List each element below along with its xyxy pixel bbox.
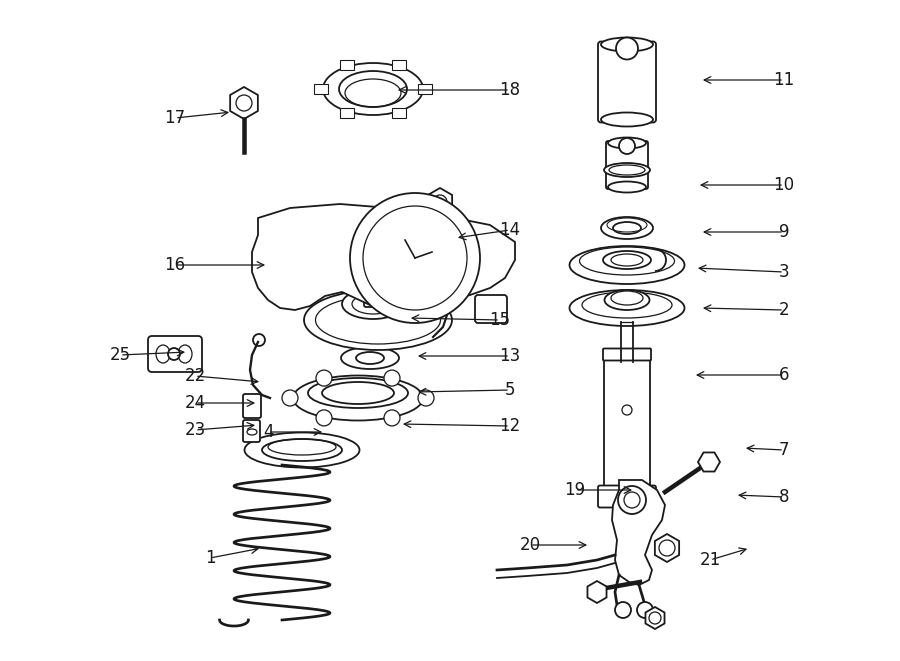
Ellipse shape <box>608 137 646 149</box>
Text: 1: 1 <box>204 549 215 567</box>
Text: 2: 2 <box>778 301 789 319</box>
Ellipse shape <box>366 272 390 282</box>
Text: 22: 22 <box>184 367 205 385</box>
Circle shape <box>350 193 480 323</box>
Ellipse shape <box>601 112 653 126</box>
Ellipse shape <box>605 290 650 310</box>
Circle shape <box>384 410 400 426</box>
FancyBboxPatch shape <box>606 141 648 189</box>
Ellipse shape <box>245 432 359 467</box>
Circle shape <box>316 370 332 386</box>
Ellipse shape <box>304 290 452 350</box>
Text: 6: 6 <box>778 366 789 384</box>
Text: 12: 12 <box>500 417 520 435</box>
Text: 9: 9 <box>778 223 789 241</box>
Ellipse shape <box>613 222 641 234</box>
Circle shape <box>616 38 638 59</box>
Ellipse shape <box>356 352 384 364</box>
Polygon shape <box>252 204 515 310</box>
Ellipse shape <box>342 289 404 319</box>
Ellipse shape <box>262 439 342 461</box>
Text: 17: 17 <box>165 109 185 127</box>
Circle shape <box>282 390 298 406</box>
Bar <box>604 358 650 502</box>
Text: 11: 11 <box>773 71 795 89</box>
Ellipse shape <box>608 182 646 192</box>
Circle shape <box>619 138 635 154</box>
FancyBboxPatch shape <box>598 485 656 508</box>
Circle shape <box>618 486 646 514</box>
FancyBboxPatch shape <box>243 420 260 442</box>
FancyBboxPatch shape <box>475 295 507 323</box>
FancyBboxPatch shape <box>148 336 202 372</box>
Circle shape <box>384 370 400 386</box>
Ellipse shape <box>601 38 653 52</box>
Circle shape <box>418 390 434 406</box>
Text: 21: 21 <box>699 551 721 569</box>
Bar <box>340 108 354 118</box>
Text: 24: 24 <box>184 394 205 412</box>
Ellipse shape <box>603 251 651 269</box>
Text: 4: 4 <box>263 423 274 441</box>
Circle shape <box>316 410 332 426</box>
FancyBboxPatch shape <box>364 275 392 307</box>
Ellipse shape <box>604 163 650 177</box>
Circle shape <box>168 348 180 360</box>
Circle shape <box>637 602 653 618</box>
Text: 16: 16 <box>165 256 185 274</box>
Ellipse shape <box>609 165 645 175</box>
Ellipse shape <box>293 375 423 420</box>
Text: 15: 15 <box>490 311 510 329</box>
Text: 5: 5 <box>505 381 515 399</box>
Ellipse shape <box>308 378 408 408</box>
Text: 3: 3 <box>778 263 789 281</box>
Bar <box>314 84 328 94</box>
FancyBboxPatch shape <box>243 394 261 418</box>
Ellipse shape <box>601 217 653 239</box>
Polygon shape <box>612 480 665 585</box>
Bar <box>392 108 406 118</box>
Text: 13: 13 <box>500 347 520 365</box>
Text: 7: 7 <box>778 441 789 459</box>
Text: 14: 14 <box>500 221 520 239</box>
Ellipse shape <box>339 71 407 107</box>
Ellipse shape <box>570 246 685 284</box>
FancyBboxPatch shape <box>603 348 651 360</box>
Ellipse shape <box>323 63 423 115</box>
Text: 10: 10 <box>773 176 795 194</box>
Ellipse shape <box>570 290 685 326</box>
Text: 18: 18 <box>500 81 520 99</box>
Text: 19: 19 <box>564 481 586 499</box>
Circle shape <box>622 405 632 415</box>
Text: 25: 25 <box>110 346 130 364</box>
Text: 20: 20 <box>519 536 541 554</box>
Text: 8: 8 <box>778 488 789 506</box>
Bar <box>340 59 354 70</box>
Bar <box>418 84 432 94</box>
Text: 23: 23 <box>184 421 205 439</box>
FancyBboxPatch shape <box>598 42 656 122</box>
Ellipse shape <box>341 347 399 369</box>
Circle shape <box>615 602 631 618</box>
Bar <box>392 59 406 70</box>
